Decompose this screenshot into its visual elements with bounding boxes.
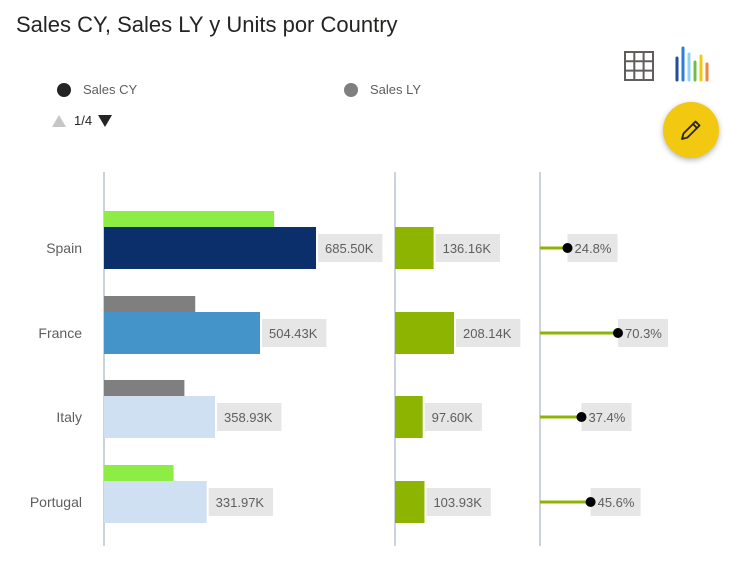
data-label-units: 136.16K [443, 241, 492, 256]
bar-units [395, 396, 423, 438]
data-label-sales-cy: 504.43K [269, 326, 318, 341]
data-label-units: 103.93K [433, 495, 482, 510]
edit-button[interactable] [663, 102, 719, 158]
grid-icon[interactable] [624, 51, 654, 86]
bar-sales-ly [104, 380, 185, 397]
data-label-units-bg [435, 234, 500, 262]
lollipop-dot [585, 497, 596, 507]
data-label-units-bg [426, 488, 491, 516]
legend-marker-icon [344, 82, 358, 97]
bar-sales-cy [104, 227, 316, 269]
legend-item-sales-cy[interactable]: Sales CY [57, 82, 137, 97]
bar-sales-cy [104, 481, 207, 523]
data-label-percent-bg [567, 234, 618, 262]
data-label-percent-bg [590, 488, 641, 516]
bar-sales-cy [104, 312, 261, 354]
data-label-percent: 70.3% [625, 326, 662, 341]
colorful-bar-chart-icon[interactable] [673, 44, 711, 87]
chart-title: Sales CY, Sales LY y Units por Country [16, 12, 398, 37]
lollipop-dot [613, 328, 623, 338]
legend-label: Sales CY [83, 82, 138, 97]
legend-marker-icon [57, 82, 71, 97]
next-page-icon[interactable] [98, 114, 113, 127]
data-label-units: 208.14K [463, 326, 512, 341]
pencil-icon [681, 120, 701, 140]
page-indicator: 1/4 [74, 113, 93, 128]
bar-units [395, 312, 454, 354]
bar-sales-ly [104, 211, 275, 228]
bar-sales-ly [104, 296, 196, 313]
bar-sales-cy [104, 396, 216, 438]
data-label-percent-bg [581, 403, 632, 431]
data-label-sales-cy-bg [217, 403, 282, 431]
bar-chart: Spain France Italy Portugal 685.50K 504.43K 35… [30, 172, 668, 546]
data-label-sales-cy-bg [318, 234, 383, 262]
data-label-units-bg [456, 319, 521, 347]
category-label: France [38, 325, 82, 341]
bar-sales-ly [104, 465, 174, 482]
legend-item-sales-ly[interactable]: Sales LY [344, 82, 421, 97]
data-label-units-bg [424, 403, 482, 431]
bar-units [395, 227, 434, 269]
data-label-sales-cy-bg [208, 488, 274, 516]
data-label-sales-cy: 685.50K [325, 241, 374, 256]
data-label-units: 97.60K [432, 410, 474, 425]
data-label-sales-cy: 331.97K [216, 495, 265, 510]
data-label-percent-bg [618, 319, 668, 347]
data-label-sales-cy: 358.93K [224, 410, 273, 425]
data-label-sales-cy-bg [262, 319, 327, 347]
data-label-percent: 24.8% [575, 241, 612, 256]
category-label: Portugal [30, 494, 82, 510]
lollipop-dot [562, 243, 573, 253]
previous-page-icon[interactable] [52, 114, 66, 127]
bar-units [395, 481, 425, 523]
legend-label: Sales LY [370, 82, 422, 97]
category-label: Spain [46, 240, 82, 256]
data-label-percent: 45.6% [598, 495, 635, 510]
legend-pager: 1/4 [52, 113, 113, 128]
lollipop-dot [576, 412, 587, 422]
category-label: Italy [56, 409, 82, 425]
data-label-percent: 37.4% [588, 410, 625, 425]
